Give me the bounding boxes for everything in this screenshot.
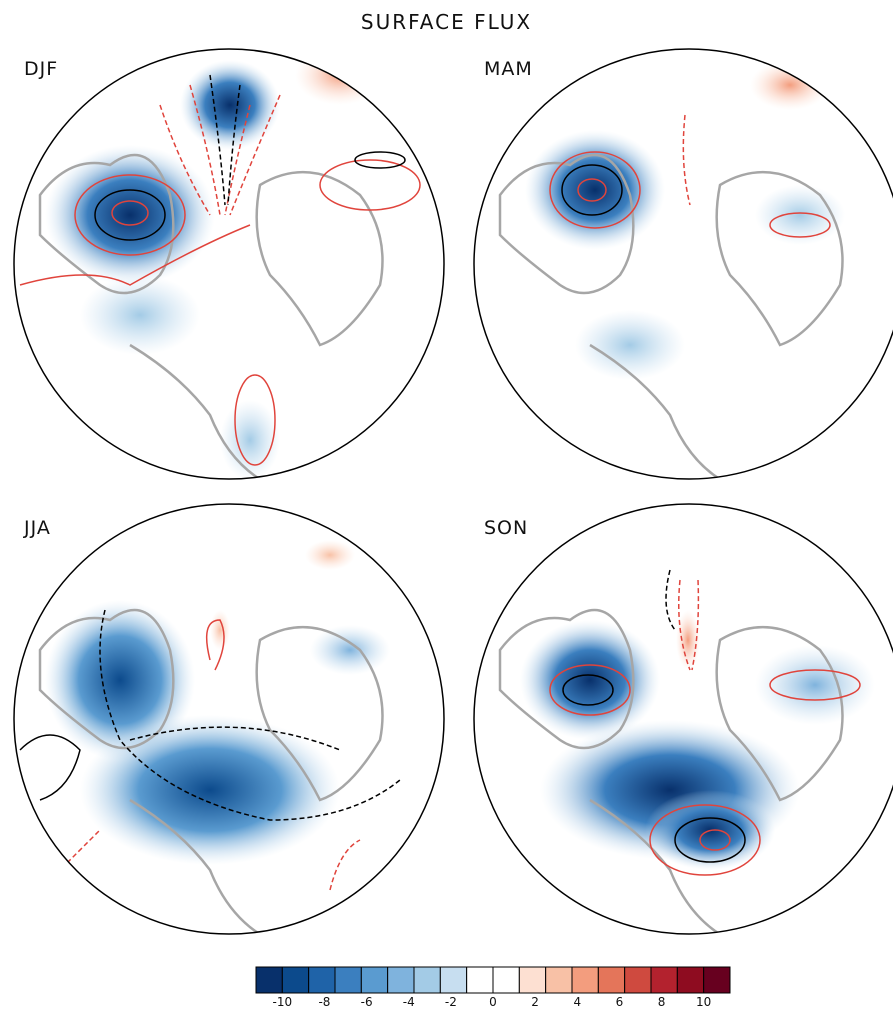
panel-mam: MAM [470, 45, 893, 485]
flux-weak-djf [80, 275, 200, 355]
colorbar-swatch [492, 966, 520, 994]
colorbar-swatch [518, 966, 547, 994]
polar-map-jja [13, 503, 445, 935]
colorbar-swatch [571, 966, 599, 994]
flux-max-mam [750, 60, 830, 110]
polar-map-son [473, 503, 893, 935]
colorbar-swatch [360, 966, 389, 994]
colorbar-tick-label: -2 [444, 995, 457, 1009]
panel-jja: JJA [10, 500, 450, 940]
figure-title: SURFACE FLUX [360, 10, 533, 34]
colorbar-swatch [703, 966, 731, 994]
colorbar-swatch [413, 966, 441, 994]
colorbar-tick-label: -10 [272, 995, 293, 1009]
polar-map-djf [13, 48, 445, 480]
colorbar-swatch [255, 966, 283, 994]
colorbar-tick-label: -4 [402, 995, 415, 1009]
colorbar-swatch [545, 966, 573, 994]
colorbar-tick-label: 10 [696, 995, 712, 1009]
colorbar-tick-label: 0 [489, 995, 497, 1009]
colorbar-tick-label: 6 [615, 995, 624, 1009]
colorbar-swatch [650, 966, 678, 994]
colorbar-swatch [676, 966, 705, 994]
flux-min-son [520, 620, 660, 740]
panel-label-jja: JJA [24, 517, 51, 539]
panel-label-mam: MAM [484, 58, 533, 80]
colorbar-swatch [597, 966, 626, 994]
colorbar-swatch [624, 966, 652, 994]
colorbar-tick-label: -8 [318, 995, 331, 1009]
panel-djf: DJF [10, 45, 450, 485]
colorbar-tick-label: -6 [360, 995, 373, 1009]
colorbar-tick-label: 8 [657, 995, 666, 1009]
colorbar [255, 966, 731, 994]
flux-min-mam [525, 130, 665, 250]
colorbar-tick-label: 2 [531, 995, 539, 1009]
flux-min-djf [45, 145, 215, 285]
polar-map-mam [473, 48, 893, 480]
coastline [38, 153, 175, 295]
colorbar-swatch [439, 966, 468, 994]
panel-label-son: SON [484, 517, 529, 539]
colorbar-swatch [308, 966, 336, 994]
colorbar-swatch [334, 966, 362, 994]
panel-label-djf: DJF [24, 58, 59, 80]
flux-max-djf [295, 49, 385, 105]
flux-max-jja [305, 540, 355, 570]
panel-son: SON [470, 500, 893, 940]
flux-min2-djf [180, 60, 280, 150]
flux-min-jja [45, 600, 195, 760]
colorbar-tick-label: 4 [573, 995, 582, 1009]
map-boundary [13, 48, 445, 480]
colorbar-swatch [387, 966, 415, 994]
colorbar-swatch [466, 966, 494, 994]
colorbar-swatch [281, 966, 310, 994]
